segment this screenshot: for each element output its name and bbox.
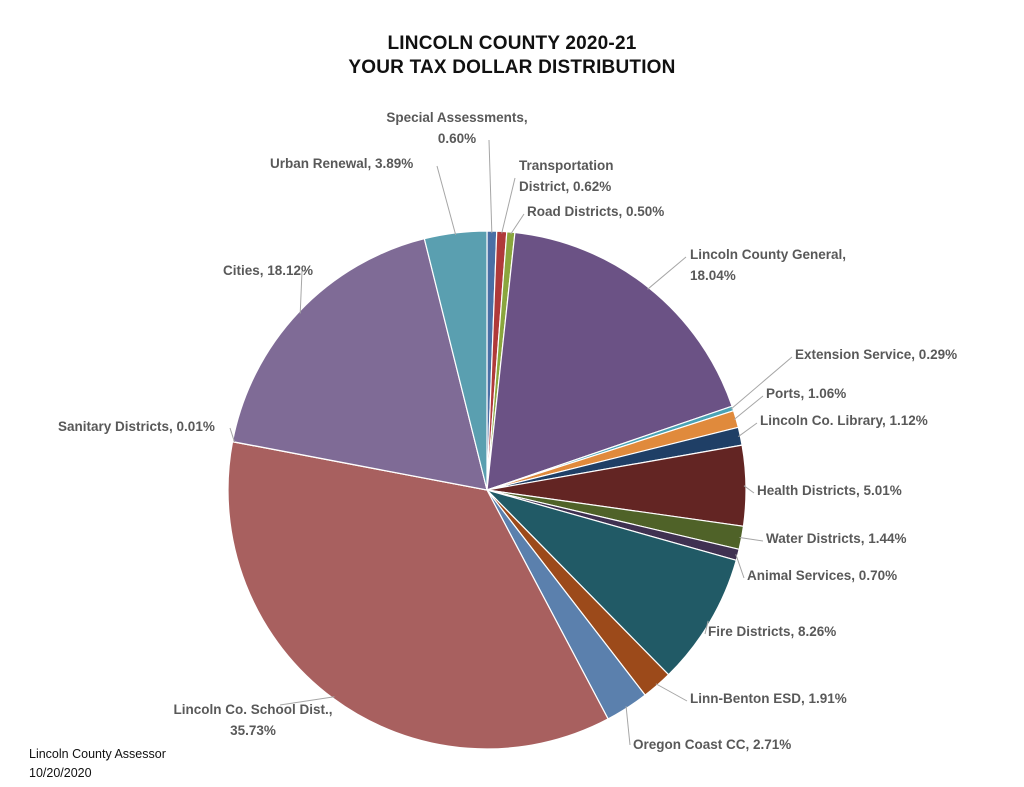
- slice-label-linn-benton-esd: Linn-Benton ESD, 1.91%: [690, 691, 847, 706]
- slice-label-line: Health Districts, 5.01%: [757, 483, 902, 498]
- leader-line-road-districts: [510, 213, 525, 235]
- footer-assessor: Lincoln County Assessor: [29, 747, 166, 761]
- leader-line-health-districts: [743, 485, 755, 494]
- leader-line-oregon-coast-cc: [625, 706, 631, 746]
- slice-label-line: Cities, 18.12%: [223, 263, 313, 278]
- slice-label-line: Animal Services, 0.70%: [747, 568, 897, 583]
- slice-label-line: Ports, 1.06%: [766, 386, 846, 401]
- slice-label-line: Lincoln Co. Library, 1.12%: [760, 413, 928, 428]
- leader-line-sanitary-districts: [229, 427, 235, 443]
- slice-label-line: Oregon Coast CC, 2.71%: [633, 737, 791, 752]
- chart-title-line-2: YOUR TAX DOLLAR DISTRIBUTION: [348, 57, 676, 78]
- leader-line-animal-services: [735, 554, 745, 579]
- chart-title-line-1: LINCOLN COUNTY 2020-21: [387, 33, 637, 54]
- leader-line-water-districts: [739, 536, 764, 542]
- slice-label-line: 18.04%: [690, 268, 736, 283]
- leader-line-lincoln-county-general: [647, 256, 687, 290]
- slice-label-lincoln-co-library: Lincoln Co. Library, 1.12%: [760, 413, 928, 428]
- slice-label-special-assessments: Special Assessments, 0.60%: [386, 110, 527, 146]
- slice-label-cities: Cities, 18.12%: [223, 263, 313, 278]
- slice-label-line: Urban Renewal, 3.89%: [270, 156, 413, 171]
- slice-label-line: Special Assessments,: [386, 110, 527, 125]
- pie-slice-cities: [231, 237, 488, 491]
- pie-slice-lincoln-co-school-dist: [227, 441, 609, 750]
- slice-label-road-districts: Road Districts, 0.50%: [527, 204, 664, 219]
- leader-line-fire-districts: [704, 620, 709, 635]
- leader-line-cities: [299, 270, 303, 314]
- slice-label-animal-services: Animal Services, 0.70%: [747, 568, 897, 583]
- slice-label-transportation-district: Transportation District, 0.62%: [519, 158, 614, 194]
- slice-labels: Special Assessments, 0.60% Transportation D…: [58, 110, 957, 752]
- slice-label-line: Water Districts, 1.44%: [766, 531, 907, 546]
- slice-label-health-districts: Health Districts, 5.01%: [757, 483, 902, 498]
- slice-label-line: Lincoln County General,: [690, 247, 846, 262]
- leader-line-special-assessments: [488, 139, 493, 234]
- leader-line-extension-service: [730, 356, 793, 410]
- slice-label-urban-renewal: Urban Renewal, 3.89%: [270, 156, 413, 171]
- slice-label-line: District, 0.62%: [519, 179, 611, 194]
- footer-date: 10/20/2020: [29, 766, 92, 780]
- leader-line-lincoln-co-school-dist: [279, 696, 335, 706]
- slice-label-ports: Ports, 1.06%: [766, 386, 846, 401]
- slice-label-sanitary-districts: Sanitary Districts, 0.01%: [58, 419, 215, 434]
- slice-label-line: Extension Service, 0.29%: [795, 347, 957, 362]
- slice-label-lincoln-co-school-dist: Lincoln Co. School Dist., 35.73%: [173, 702, 332, 738]
- slice-label-oregon-coast-cc: Oregon Coast CC, 2.71%: [633, 737, 791, 752]
- leader-line-lincoln-co-library: [738, 422, 758, 437]
- slice-label-line: Fire Districts, 8.26%: [708, 624, 836, 639]
- leader-line-urban-renewal: [436, 165, 457, 236]
- pie-slice-fire-districts: [484, 488, 738, 676]
- slice-label-line: Lincoln Co. School Dist.,: [173, 702, 332, 717]
- slice-label-fire-districts: Fire Districts, 8.26%: [708, 624, 836, 639]
- slice-label-water-districts: Water Districts, 1.44%: [766, 531, 907, 546]
- slice-label-line: Linn-Benton ESD, 1.91%: [690, 691, 847, 706]
- leader-line-ports: [733, 395, 764, 420]
- pie-slices: [227, 230, 747, 750]
- leader-line-transportation-district: [501, 177, 516, 234]
- slice-label-line: 35.73%: [230, 723, 276, 738]
- slice-label-extension-service: Extension Service, 0.29%: [795, 347, 957, 362]
- leader-lines: [229, 139, 793, 746]
- slice-label-line: 0.60%: [438, 131, 476, 146]
- slice-label-line: Road Districts, 0.50%: [527, 204, 664, 219]
- slice-label-lincoln-county-general: Lincoln County General, 18.04%: [690, 247, 846, 283]
- leader-line-linn-benton-esd: [655, 683, 688, 702]
- slice-label-line: Transportation: [519, 158, 614, 173]
- slice-label-line: Sanitary Districts, 0.01%: [58, 419, 215, 434]
